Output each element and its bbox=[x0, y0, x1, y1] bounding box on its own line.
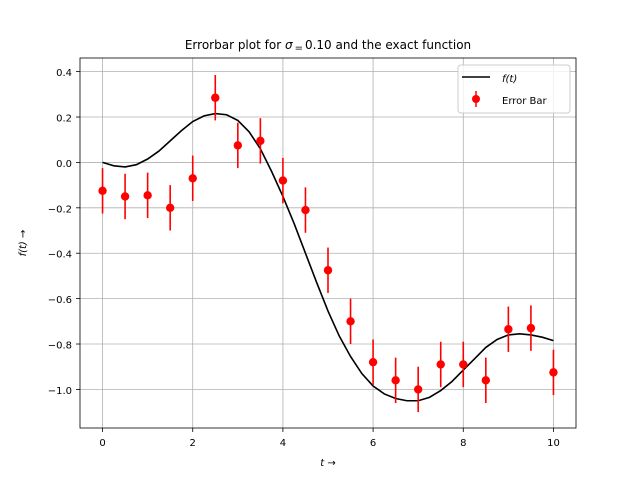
y-axis-label: f(t) → bbox=[18, 230, 29, 257]
data-point bbox=[256, 136, 265, 146]
y-tick-label: −0.4 bbox=[48, 250, 72, 261]
data-point bbox=[301, 205, 310, 215]
exact-function-layer bbox=[102, 112, 554, 402]
legend: f(t) Error Bar bbox=[457, 64, 571, 114]
data-point bbox=[278, 176, 288, 185]
title-equals: = bbox=[295, 43, 303, 54]
data-point bbox=[346, 317, 355, 326]
data-point bbox=[413, 385, 423, 394]
x-axis-ticks: 0 2 4 6 8 10 bbox=[99, 428, 560, 449]
x-tick-label: 2 bbox=[190, 438, 196, 449]
chart-title: Errorbar plot for σ = 0.10 and the exact f… bbox=[185, 38, 471, 54]
x-axis-label: t → bbox=[320, 458, 335, 469]
x-tick-label: 8 bbox=[460, 438, 466, 449]
title-value: 0.10 bbox=[305, 38, 332, 52]
data-point bbox=[549, 368, 558, 377]
x-tick-label: 4 bbox=[280, 438, 286, 449]
x-tick-label: 10 bbox=[547, 438, 560, 449]
data-point bbox=[165, 203, 175, 213]
data-point bbox=[436, 360, 445, 369]
data-point bbox=[143, 191, 152, 200]
title-sigma: σ bbox=[285, 38, 293, 52]
x-tick-label: 6 bbox=[370, 438, 376, 449]
title-suffix: and the exact function bbox=[332, 38, 471, 52]
data-point bbox=[323, 266, 333, 275]
data-point bbox=[233, 141, 243, 150]
legend-marker-swatch bbox=[472, 95, 480, 103]
data-point bbox=[391, 376, 400, 385]
data-point bbox=[481, 376, 491, 385]
data-point bbox=[504, 325, 513, 334]
y-tick-label: 0.2 bbox=[56, 114, 72, 125]
y-tick-label: −1.0 bbox=[48, 386, 72, 397]
plot-frame bbox=[79, 57, 577, 429]
data-point bbox=[211, 93, 220, 102]
legend-label-errorbar: Error Bar bbox=[502, 96, 548, 107]
x-tick-label: 0 bbox=[99, 438, 105, 449]
legend-label-exact: f(t) bbox=[502, 74, 517, 85]
title-prefix: Errorbar plot for bbox=[185, 38, 285, 52]
data-point bbox=[368, 357, 378, 367]
data-point bbox=[526, 323, 536, 333]
data-point bbox=[188, 174, 197, 183]
data-point bbox=[120, 192, 130, 201]
y-tick-label: −0.8 bbox=[48, 341, 72, 352]
data-point bbox=[459, 360, 468, 369]
exact-function-line bbox=[102, 112, 554, 402]
y-tick-label: −0.2 bbox=[48, 204, 72, 215]
y-tick-label: −0.6 bbox=[48, 295, 72, 306]
y-tick-label: 0.0 bbox=[56, 159, 72, 170]
data-point bbox=[98, 186, 107, 195]
y-tick-label: 0.4 bbox=[56, 68, 72, 79]
errorbar-layer bbox=[98, 75, 558, 413]
y-axis-ticks: −1.0 −0.8 −0.6 −0.4 −0.2 0.0 0.2 0.4 bbox=[48, 68, 80, 397]
